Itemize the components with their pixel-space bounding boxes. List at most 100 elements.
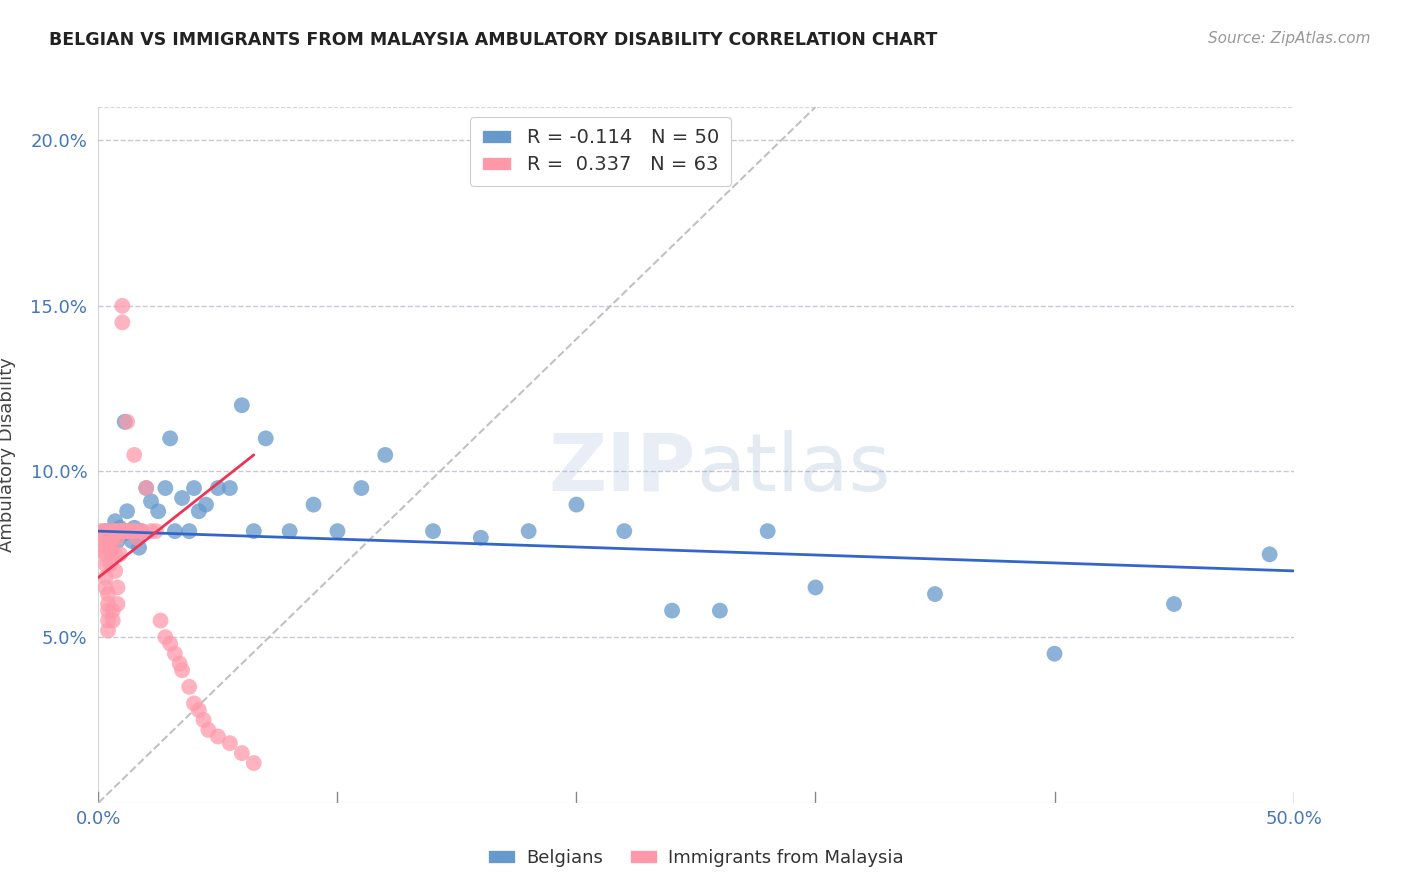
Point — [94, 570, 117, 584]
Point — [101, 604, 124, 618]
Point — [139, 524, 162, 538]
Point — [90, 524, 112, 538]
Point — [94, 547, 117, 561]
Point — [326, 524, 349, 538]
Point — [207, 730, 229, 744]
Text: ZIP: ZIP — [548, 430, 696, 508]
Point — [108, 521, 131, 535]
Point — [94, 558, 117, 572]
Point — [139, 494, 162, 508]
Point — [114, 415, 136, 429]
Point — [131, 524, 153, 538]
Point — [111, 524, 134, 538]
Y-axis label: Ambulatory Disability: Ambulatory Disability — [0, 358, 17, 552]
Point — [124, 448, 146, 462]
Point — [98, 537, 122, 551]
Point — [804, 581, 827, 595]
Point — [231, 746, 253, 760]
Point — [183, 481, 205, 495]
Point — [135, 481, 157, 495]
Point — [169, 657, 191, 671]
Point — [91, 537, 114, 551]
Point — [924, 587, 946, 601]
Point — [97, 624, 120, 638]
Point — [101, 614, 124, 628]
Point — [219, 736, 242, 750]
Point — [121, 524, 143, 538]
Point — [1258, 547, 1281, 561]
Point — [207, 481, 229, 495]
Point — [243, 524, 266, 538]
Point — [107, 534, 129, 549]
Point — [517, 524, 540, 538]
Point — [118, 524, 141, 538]
Point — [97, 587, 120, 601]
Point — [163, 524, 186, 538]
Point — [101, 524, 124, 538]
Point — [131, 524, 153, 538]
Point — [98, 558, 122, 572]
Point — [90, 531, 112, 545]
Point — [179, 524, 201, 538]
Point — [422, 524, 444, 538]
Point — [1163, 597, 1185, 611]
Legend: Belgians, Immigrants from Malaysia: Belgians, Immigrants from Malaysia — [481, 841, 911, 874]
Text: atlas: atlas — [696, 430, 890, 508]
Point — [183, 697, 205, 711]
Point — [155, 481, 177, 495]
Point — [148, 504, 170, 518]
Point — [163, 647, 186, 661]
Point — [302, 498, 325, 512]
Point — [107, 597, 129, 611]
Point — [374, 448, 396, 462]
Point — [98, 544, 122, 558]
Point — [98, 524, 122, 538]
Point — [124, 524, 146, 538]
Point — [125, 531, 148, 545]
Point — [219, 481, 242, 495]
Text: BELGIAN VS IMMIGRANTS FROM MALAYSIA AMBULATORY DISABILITY CORRELATION CHART: BELGIAN VS IMMIGRANTS FROM MALAYSIA AMBU… — [49, 31, 938, 49]
Point — [111, 299, 134, 313]
Point — [97, 604, 120, 618]
Point — [94, 524, 117, 538]
Point — [187, 703, 209, 717]
Point — [613, 524, 636, 538]
Point — [197, 723, 219, 737]
Point — [187, 504, 209, 518]
Point — [94, 581, 117, 595]
Point — [254, 431, 277, 445]
Point — [565, 498, 588, 512]
Point — [756, 524, 779, 538]
Point — [115, 415, 138, 429]
Point — [115, 504, 138, 518]
Point — [98, 531, 122, 545]
Point — [172, 663, 194, 677]
Point — [179, 680, 201, 694]
Point — [121, 534, 143, 549]
Point — [155, 630, 177, 644]
Point — [149, 614, 172, 628]
Point — [107, 581, 129, 595]
Point — [470, 531, 492, 545]
Point — [97, 597, 120, 611]
Point — [97, 531, 120, 545]
Point — [104, 514, 127, 528]
Point — [278, 524, 301, 538]
Point — [231, 398, 253, 412]
Point — [101, 524, 124, 538]
Point — [124, 521, 146, 535]
Point — [125, 531, 148, 545]
Point — [128, 541, 150, 555]
Point — [145, 524, 167, 538]
Text: Source: ZipAtlas.com: Source: ZipAtlas.com — [1208, 31, 1371, 46]
Point — [350, 481, 373, 495]
Point — [104, 547, 127, 561]
Point — [194, 498, 217, 512]
Point — [101, 531, 124, 545]
Point — [104, 564, 127, 578]
Point — [107, 531, 129, 545]
Point — [91, 544, 114, 558]
Point — [107, 524, 129, 538]
Point — [104, 524, 127, 538]
Point — [111, 527, 134, 541]
